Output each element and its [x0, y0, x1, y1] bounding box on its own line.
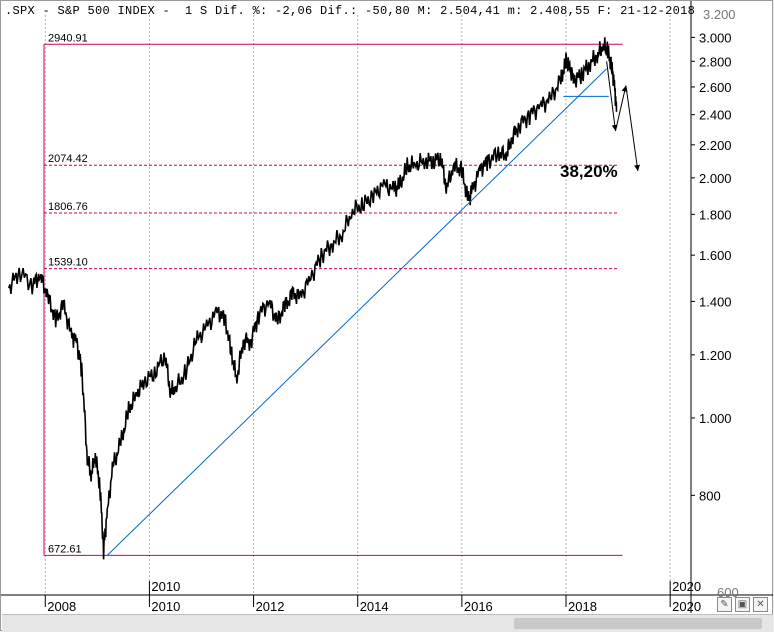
- x-tick-label: 2010: [151, 599, 180, 613]
- edit-icon[interactable]: ✎: [717, 597, 732, 612]
- scrollbar-thumb[interactable]: [514, 618, 762, 629]
- chart-info-bar: .SPX - S&P 500 INDEX - 1 S Dif. %: -2,06…: [5, 4, 696, 18]
- x-tick-label: 2012: [256, 599, 285, 613]
- x-tick-label: 2020: [672, 599, 701, 613]
- level-label: 1539.10: [48, 257, 88, 269]
- projection-arrow: [625, 85, 641, 172]
- horizontal-scrollbar[interactable]: [2, 614, 773, 632]
- y-tick-label: 1.600: [699, 248, 732, 263]
- chart-toolbar: ✎ ▣ ✕: [717, 597, 768, 612]
- y-tick-label: 2.600: [699, 80, 732, 95]
- level-label: 1806.76: [48, 201, 88, 213]
- y-tick-label: 2.800: [699, 54, 732, 69]
- x-tick-label: 2008: [47, 599, 76, 613]
- axes: 3.000 2.800 2.600 2.400 2.200 2.000 1.800 1.600…: [1, 1, 773, 613]
- retracement-annotation: 38,20%: [560, 162, 618, 181]
- y-tick-label-partial-bottom: 600: [717, 585, 739, 600]
- price-line: [8, 37, 618, 560]
- x-inner-label: 2020: [672, 579, 701, 594]
- level-label: 2940.91: [48, 32, 88, 44]
- y-tick-label: 1.200: [699, 348, 732, 363]
- close-icon[interactable]: ✕: [753, 597, 768, 612]
- x-inner-label: 2010: [151, 579, 180, 594]
- x-tick-label: 2014: [360, 599, 389, 613]
- y-tick-label: 2.200: [699, 138, 732, 153]
- y-tick-label: 1.800: [699, 207, 732, 222]
- y-tick-label: 1.000: [699, 411, 732, 426]
- level-label: 672.61: [48, 543, 82, 555]
- fibonacci-levels: 2940.91 2074.42 1806.76 1539.10 672.61: [43, 32, 623, 556]
- price-series: [8, 37, 618, 560]
- y-tick-label: 2.400: [699, 108, 732, 123]
- y-tick-label: 1.400: [699, 294, 732, 309]
- save-icon[interactable]: ▣: [735, 597, 750, 612]
- price-chart: 2940.91 2074.42 1806.76 1539.10 672.61 38,20…: [1, 1, 773, 613]
- x-tick-label: 2018: [568, 599, 597, 613]
- projection-arrow: [606, 61, 618, 131]
- projection-arrow: [615, 85, 628, 132]
- y-tick-label: 3.000: [699, 30, 732, 45]
- x-tick-label: 2016: [464, 599, 493, 613]
- y-tick-label: 2.000: [699, 171, 732, 186]
- y-tick-label: 800: [699, 488, 721, 503]
- uptrend-line: [106, 68, 607, 556]
- grid: [44, 15, 671, 595]
- level-label: 2074.42: [48, 153, 88, 165]
- y-tick-label-partial-top: 3.200: [703, 7, 736, 22]
- drawing-overlay: 38,20%: [106, 61, 641, 556]
